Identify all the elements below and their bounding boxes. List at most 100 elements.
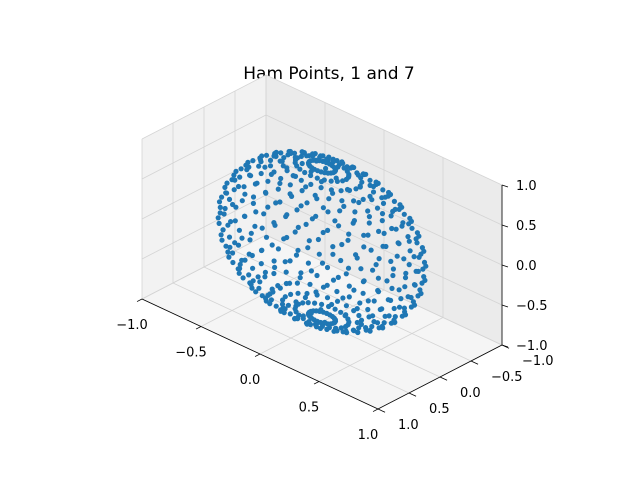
z-tick-mark	[501, 224, 509, 228]
scatter-point	[403, 270, 409, 276]
scatter-point	[398, 296, 404, 302]
scatter-point	[341, 165, 347, 171]
scatter-points	[215, 148, 429, 336]
scatter-point	[237, 261, 243, 268]
scatter-point	[394, 253, 400, 259]
scatter-point	[253, 209, 259, 215]
scatter-point	[405, 234, 411, 240]
scatter-point	[219, 194, 225, 200]
scatter-point	[382, 313, 388, 319]
scatter-point	[351, 287, 357, 293]
scatter-point	[356, 325, 362, 331]
scatter-point	[367, 193, 373, 199]
scatter-point	[343, 271, 349, 277]
scatter-point	[345, 237, 351, 243]
scatter-point	[303, 221, 309, 227]
scatter-point	[278, 150, 284, 156]
scatter-point	[236, 227, 242, 233]
x-tick-label: −1.0	[116, 318, 148, 333]
grid-line-x	[318, 317, 444, 382]
scatter-point	[277, 285, 283, 291]
scatter-point	[341, 203, 347, 209]
scatter-point	[270, 289, 276, 295]
scatter-point	[340, 295, 346, 301]
scatter-point	[361, 232, 367, 238]
scatter-point	[414, 230, 420, 236]
scatter-point	[384, 278, 390, 284]
scatter-point	[217, 210, 223, 216]
scatter-point	[320, 205, 326, 211]
scatter-point	[298, 203, 304, 209]
scatter-point	[390, 272, 396, 279]
scatter-point	[283, 269, 289, 275]
scatter-point	[252, 181, 258, 187]
scatter-point	[360, 290, 366, 296]
scatter-point	[374, 320, 381, 326]
scatter-point	[227, 244, 233, 250]
scatter-point	[343, 303, 349, 309]
scatter-point	[224, 190, 230, 196]
scatter-point	[356, 312, 362, 319]
scatter-point	[294, 207, 300, 213]
scatter-point	[289, 193, 295, 199]
scatter-point	[222, 205, 228, 212]
scatter-point	[250, 194, 257, 200]
scatter-point	[307, 281, 313, 287]
scatter-point	[246, 164, 252, 170]
scatter-point	[288, 291, 294, 297]
scatter-point	[293, 252, 300, 258]
scatter-point	[376, 228, 382, 234]
scatter-point	[225, 222, 231, 228]
scatter-point	[386, 313, 392, 319]
scatter-point	[334, 298, 341, 304]
scatter-point	[255, 274, 261, 280]
scatter-point	[351, 198, 357, 204]
x-tick-label: 1.0	[358, 428, 379, 443]
scatter-point	[411, 282, 418, 288]
scatter-point	[379, 211, 386, 217]
scatter-point	[358, 175, 364, 181]
scatter-point	[406, 238, 412, 244]
z-tick-label: −0.5	[516, 299, 548, 314]
scatter-point	[338, 325, 344, 331]
scatter-point	[332, 306, 338, 312]
scatter-point	[299, 188, 305, 194]
y-tick-mark	[470, 360, 479, 365]
scatter-point	[371, 298, 377, 304]
scatter-point	[292, 229, 298, 235]
scatter-point	[257, 157, 264, 163]
scatter-point	[295, 315, 301, 321]
scatter-point	[239, 198, 245, 204]
scatter-point	[305, 260, 311, 266]
scatter-point	[271, 258, 277, 264]
scatter-point	[319, 260, 326, 266]
scatter-point	[386, 189, 392, 196]
scatter-point	[339, 241, 345, 248]
scatter-point	[370, 267, 376, 273]
scatter-point	[294, 163, 300, 169]
scatter-point	[325, 209, 331, 215]
scatter-point	[374, 205, 381, 211]
scatter-point	[365, 208, 371, 214]
scatter-point	[253, 289, 259, 295]
scatter-point	[283, 213, 289, 220]
scatter-point	[261, 211, 267, 217]
scatter-point	[363, 325, 369, 331]
grid-line-z	[141, 114, 267, 180]
scatter-point	[267, 157, 274, 163]
scatter-point	[314, 272, 320, 279]
scatter-point	[335, 274, 341, 280]
z-tick-mark	[501, 344, 509, 348]
scatter-point	[215, 215, 221, 221]
scatter-point	[258, 170, 264, 177]
scatter-point	[281, 236, 287, 242]
scatter-point	[421, 274, 427, 280]
scatter-point	[336, 223, 342, 229]
scatter-point	[287, 280, 293, 286]
z-tick-label: 0.5	[516, 219, 537, 234]
scatter-point	[401, 211, 407, 217]
scatter-point	[295, 290, 301, 296]
scatter-point	[370, 189, 377, 195]
scatter-point	[354, 306, 360, 312]
scatter-point	[230, 250, 236, 256]
